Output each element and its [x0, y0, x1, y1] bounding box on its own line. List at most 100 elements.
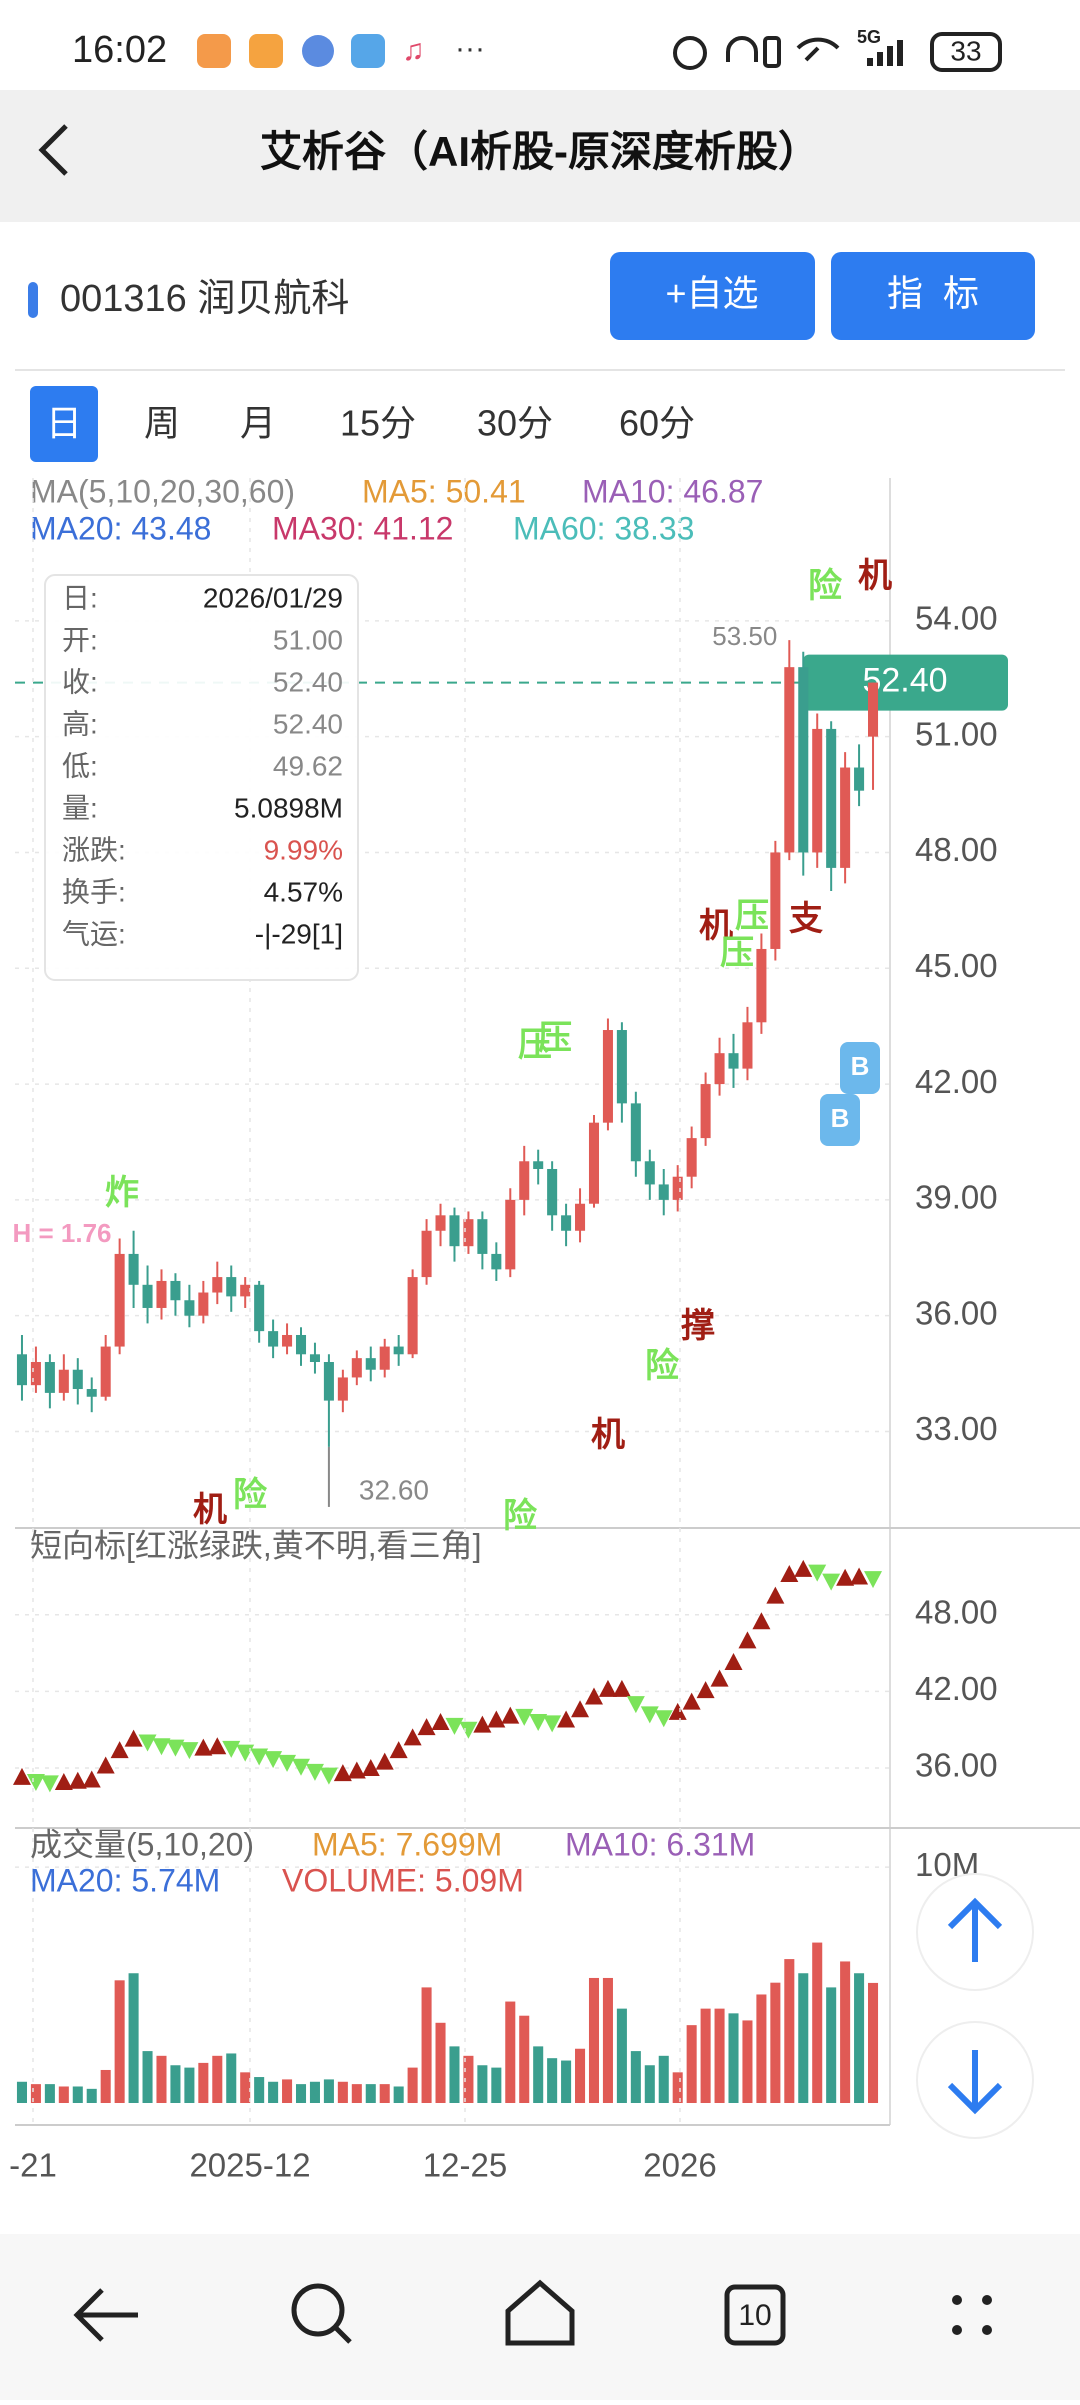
- indicator-triangle: [724, 1653, 743, 1671]
- indicator-triangle: [738, 1631, 757, 1649]
- buy-badge: [840, 1042, 880, 1094]
- volume-bar: [16, 2081, 27, 2103]
- indicator-triangle: [836, 1568, 855, 1586]
- info-value: 5.0898M: [234, 792, 343, 823]
- signal-label: 压: [720, 934, 754, 972]
- date-label: -21: [9, 2147, 57, 2184]
- info-label: 量:: [62, 792, 98, 823]
- period-tab[interactable]: 30分: [477, 403, 553, 444]
- candle-body: [282, 1334, 293, 1347]
- nav-home[interactable]: [505, 2279, 575, 2346]
- indicator-triangle: [54, 1773, 73, 1791]
- period-tab[interactable]: 15分: [340, 403, 416, 444]
- nav-search[interactable]: [291, 2283, 352, 2344]
- period-tab[interactable]: 周: [144, 403, 180, 444]
- indicator-title: 短向标[红涨绿跌,黄不明,看三角]: [30, 1527, 482, 1563]
- candle-body: [365, 1358, 376, 1370]
- volume-bar: [575, 2048, 586, 2103]
- indicator-triangle: [571, 1700, 590, 1718]
- candle-body: [295, 1334, 307, 1355]
- ma-legend: MA10: 46.87: [582, 473, 763, 509]
- candle-body: [212, 1277, 223, 1293]
- nav-back[interactable]: [73, 2288, 138, 2342]
- info-value: 52.40: [273, 666, 343, 697]
- indicator-triangle: [166, 1739, 185, 1757]
- price-tick-label: 48.00: [915, 831, 998, 868]
- candle-body: [658, 1184, 669, 1200]
- candle-body: [393, 1346, 404, 1355]
- bottom-nav: [0, 2234, 1080, 2400]
- candle-body: [547, 1168, 558, 1216]
- signal-label: 支: [789, 900, 823, 938]
- indicator-triangle: [529, 1714, 548, 1732]
- volume-bar: [533, 2046, 544, 2103]
- ma-legend: MA30: 41.12: [272, 510, 453, 546]
- volume-bar: [309, 2081, 320, 2103]
- candle-body: [463, 1219, 474, 1247]
- buy-badge: [820, 1094, 860, 1146]
- info-label: 日:: [62, 582, 98, 613]
- indicator-triangle: [250, 1748, 269, 1766]
- svg-text:♫: ♫: [402, 34, 425, 67]
- signal-label: 机: [591, 1416, 625, 1454]
- volume-bar: [854, 1973, 865, 2103]
- volume-bar: [142, 2051, 153, 2103]
- volume-bar: [393, 2086, 404, 2103]
- volume-bar: [449, 2046, 460, 2103]
- indicator-triangle: [82, 1770, 101, 1788]
- price-tick-label: 45.00: [915, 947, 998, 984]
- candle-body: [226, 1277, 237, 1297]
- volume-bar: [254, 2077, 265, 2103]
- date-label: 2026: [643, 2147, 716, 2184]
- signal-label: 机: [193, 1491, 227, 1529]
- low-mark-label: 32.60: [359, 1474, 429, 1505]
- volume-bar: [240, 2072, 251, 2103]
- info-label: 换手:: [62, 876, 126, 907]
- volume-bar: [463, 2055, 474, 2103]
- volume-bar: [714, 2008, 725, 2103]
- price-tick-label: 33.00: [915, 1410, 998, 1447]
- volume-bar: [323, 2079, 334, 2103]
- indicator-triangle: [319, 1767, 338, 1785]
- nav-tabs[interactable]: [724, 2284, 786, 2346]
- candle-body: [184, 1300, 195, 1316]
- candle-body: [686, 1138, 697, 1177]
- period-tab[interactable]: 60分: [619, 403, 695, 444]
- nav-menu[interactable]: [952, 2295, 992, 2335]
- indicator-triangle: [501, 1706, 520, 1724]
- indicator-triangle: [389, 1741, 408, 1759]
- last-price-tag: [803, 654, 1008, 711]
- back-button[interactable]: [38, 124, 68, 176]
- signal-label: 炸: [105, 1174, 139, 1212]
- period-tab[interactable]: 日: [46, 403, 82, 444]
- svg-text:···: ···: [455, 32, 485, 65]
- ma-legend: MA20: 43.48: [30, 510, 211, 546]
- candle-body: [268, 1331, 279, 1347]
- candle-body: [254, 1284, 265, 1332]
- volume-bar: [602, 1977, 613, 2103]
- volume-legend: MA5: 7.699M: [312, 1826, 502, 1862]
- indicator-triangle: [487, 1710, 506, 1728]
- indicator-triangle: [668, 1702, 687, 1720]
- volume-legend: VOLUME: 5.09M: [282, 1862, 524, 1898]
- signal-label: 险: [503, 1496, 538, 1535]
- candle-body: [505, 1199, 516, 1270]
- candle-body: [756, 948, 767, 1023]
- candle-body: [142, 1284, 153, 1308]
- volume-bar: [491, 2067, 502, 2103]
- candle-body: [198, 1292, 209, 1316]
- add-watch-button[interactable]: [610, 252, 815, 340]
- candle-body: [435, 1215, 446, 1231]
- status-network: 5G: [857, 27, 881, 47]
- info-label: 高:: [62, 708, 98, 739]
- indicator-triangle: [194, 1738, 213, 1756]
- indicator-triangle: [152, 1738, 171, 1756]
- indicator-triangle: [752, 1612, 771, 1630]
- candle-body: [798, 667, 809, 853]
- price-tick-label: 36.00: [915, 1294, 998, 1331]
- indicator-button[interactable]: [831, 252, 1035, 340]
- candle-body: [30, 1362, 41, 1386]
- candle-body: [128, 1253, 139, 1285]
- period-tab[interactable]: 月: [240, 403, 276, 444]
